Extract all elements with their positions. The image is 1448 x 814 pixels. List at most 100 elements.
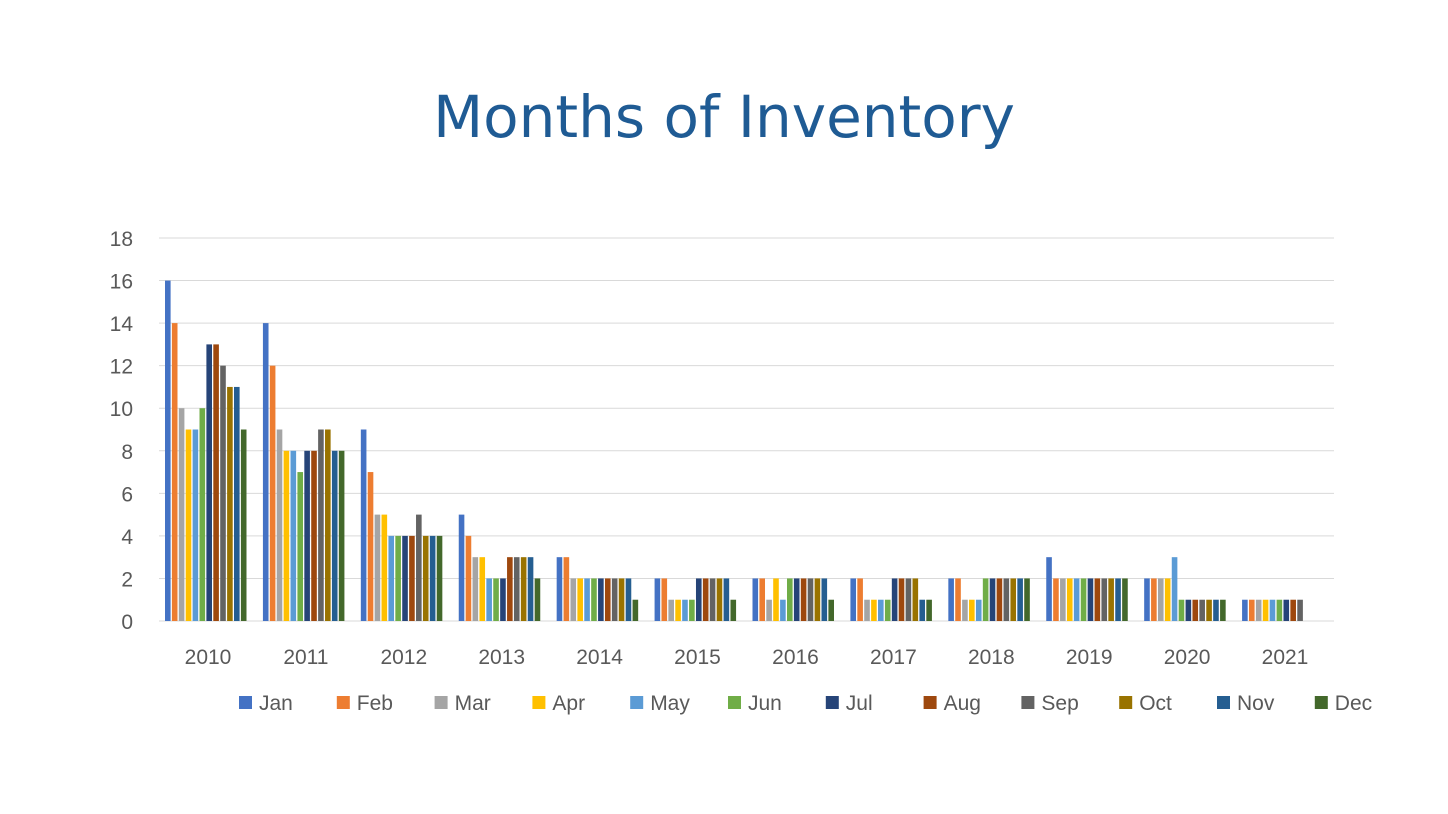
bar-jan-2017 <box>850 578 857 621</box>
x-tick-label: 2016 <box>772 646 819 669</box>
legend-label-oct: Oct <box>1139 692 1172 715</box>
legend-swatch-nov <box>1217 696 1230 709</box>
bar-apr-2012 <box>381 514 388 621</box>
legend-label-aug: Aug <box>944 692 981 715</box>
bar-may-2020 <box>1171 557 1178 621</box>
bar-mar-2015 <box>668 599 674 621</box>
x-tick-label: 2019 <box>1066 646 1113 669</box>
bar-jun-2019 <box>1080 578 1087 621</box>
bar-mar-2012 <box>374 514 381 621</box>
bar-jan-2011 <box>262 323 269 621</box>
bar-jun-2014 <box>591 578 597 621</box>
y-tick-label: 10 <box>110 398 133 421</box>
bar-nov-2011 <box>331 450 338 621</box>
bar-jul-2020 <box>1185 599 1192 621</box>
bar-oct-2015 <box>716 578 723 621</box>
bar-aug-2021 <box>1290 599 1296 621</box>
bar-may-2015 <box>682 599 688 621</box>
legend-label-apr: Apr <box>552 692 585 715</box>
bar-may-2019 <box>1073 578 1080 621</box>
bar-jun-2015 <box>689 599 695 621</box>
bar-apr-2020 <box>1164 578 1171 621</box>
y-tick-label: 0 <box>121 611 133 634</box>
bar-aug-2012 <box>409 535 415 621</box>
bar-dec-2012 <box>436 535 443 621</box>
bar-feb-2016 <box>759 578 765 621</box>
y-tick-label: 12 <box>110 356 133 379</box>
bar-jul-2011 <box>304 450 310 621</box>
bar-nov-2014 <box>625 578 632 621</box>
bar-mar-2014 <box>570 578 577 621</box>
bar-sep-2015 <box>709 578 716 621</box>
bar-jul-2014 <box>598 578 604 621</box>
bar-may-2016 <box>780 599 786 621</box>
legend-swatch-sep <box>1021 696 1035 709</box>
bar-aug-2014 <box>604 578 611 621</box>
x-tick-label: 2012 <box>380 646 427 669</box>
bar-jul-2012 <box>402 535 408 621</box>
y-tick-label: 14 <box>110 313 134 336</box>
bar-dec-2020 <box>1220 599 1226 621</box>
legend-swatch-oct <box>1119 696 1133 709</box>
bar-may-2013 <box>486 578 492 621</box>
bar-mar-2021 <box>1255 599 1262 621</box>
y-tick-label: 4 <box>121 526 133 549</box>
bar-jun-2017 <box>884 599 891 621</box>
bar-jan-2013 <box>458 514 465 621</box>
bar-jan-2021 <box>1242 599 1248 621</box>
bar-jul-2021 <box>1283 599 1290 621</box>
bar-may-2011 <box>290 450 297 621</box>
bar-feb-2019 <box>1053 578 1059 621</box>
bar-feb-2021 <box>1248 599 1255 621</box>
legend-label-sep: Sep <box>1041 692 1078 715</box>
bar-mar-2013 <box>472 557 479 621</box>
bar-feb-2018 <box>955 578 961 621</box>
legend-swatch-dec <box>1314 696 1328 709</box>
x-tick-label: 2014 <box>576 646 623 669</box>
bar-aug-2011 <box>311 450 317 621</box>
bar-nov-2015 <box>723 578 730 621</box>
bar-jan-2015 <box>654 578 661 621</box>
bar-oct-2014 <box>618 578 625 621</box>
bar-jul-2018 <box>989 578 996 621</box>
bar-may-2014 <box>584 578 590 621</box>
bar-jan-2010 <box>165 280 171 621</box>
legend-swatch-feb <box>336 696 350 709</box>
bar-may-2017 <box>878 599 884 621</box>
bar-oct-2018 <box>1010 578 1017 621</box>
x-tick-label: 2017 <box>870 646 917 669</box>
bar-oct-2012 <box>422 535 429 621</box>
bar-apr-2010 <box>185 429 192 621</box>
bar-dec-2016 <box>828 599 834 621</box>
bar-jul-2019 <box>1087 578 1094 621</box>
bar-sep-2014 <box>611 578 618 621</box>
x-tick-label: 2018 <box>968 646 1015 669</box>
bar-sep-2010 <box>220 365 226 621</box>
bar-nov-2010 <box>234 386 240 621</box>
bar-apr-2019 <box>1066 578 1073 621</box>
bar-apr-2013 <box>479 557 486 621</box>
x-tick-label: 2020 <box>1164 646 1211 669</box>
bar-aug-2020 <box>1192 599 1199 621</box>
bar-sep-2011 <box>318 429 324 621</box>
bar-jun-2020 <box>1178 599 1185 621</box>
bar-sep-2017 <box>905 578 912 621</box>
bar-jul-2015 <box>695 578 702 621</box>
bar-nov-2013 <box>527 557 534 621</box>
x-tick-label: 2021 <box>1262 646 1309 669</box>
bar-apr-2016 <box>773 578 779 621</box>
bar-sep-2020 <box>1199 599 1205 621</box>
legend-swatch-apr <box>532 696 546 709</box>
bar-sep-2019 <box>1101 578 1108 621</box>
bar-jul-2010 <box>206 344 212 621</box>
bar-aug-2016 <box>800 578 807 621</box>
bar-apr-2014 <box>577 578 583 621</box>
bar-nov-2018 <box>1017 578 1023 621</box>
bar-nov-2012 <box>429 535 436 621</box>
bar-dec-2015 <box>730 599 737 621</box>
bar-may-2021 <box>1269 599 1276 621</box>
bar-aug-2017 <box>898 578 905 621</box>
bar-oct-2011 <box>325 429 331 621</box>
x-tick-label: 2010 <box>185 646 232 669</box>
bar-jun-2016 <box>787 578 793 621</box>
